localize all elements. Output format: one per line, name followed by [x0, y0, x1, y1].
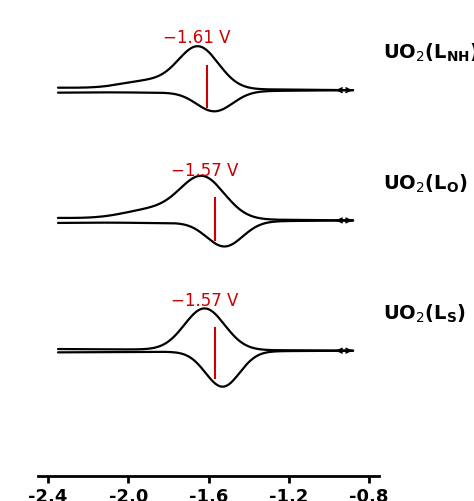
Text: UO$_2$(L$_{\mathbf{NH}}$): UO$_2$(L$_{\mathbf{NH}}$): [383, 42, 474, 65]
Text: UO$_2$(L$_{\mathbf{O}}$): UO$_2$(L$_{\mathbf{O}}$): [383, 172, 467, 195]
Text: UO$_2$(L$_{\mathbf{S}}$): UO$_2$(L$_{\mathbf{S}}$): [383, 303, 465, 325]
Text: −1.57 V: −1.57 V: [171, 162, 238, 180]
Text: −1.57 V: −1.57 V: [171, 293, 238, 311]
Text: −1.61 V: −1.61 V: [163, 29, 230, 47]
